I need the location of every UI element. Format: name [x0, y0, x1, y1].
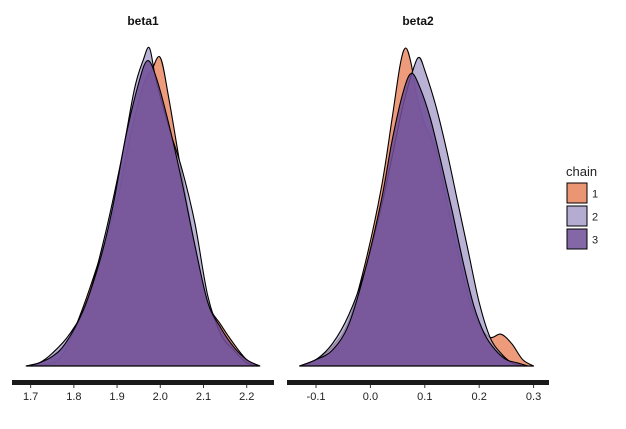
legend-swatch-chain-1 — [566, 182, 588, 204]
legend-swatch-chain-2 — [566, 205, 588, 227]
x-axis-line — [287, 380, 549, 385]
density-area-chain-3 — [299, 72, 529, 367]
legend: chain 1 2 3 — [566, 164, 598, 250]
x-tick-label: 1.8 — [66, 391, 81, 403]
legend-label-chain-3: 3 — [592, 235, 598, 247]
x-tick-label: 0.0 — [363, 391, 378, 403]
legend-title: chain — [566, 164, 597, 179]
x-tick-label: 2.0 — [153, 391, 168, 403]
x-tick-label: -0.1 — [307, 391, 326, 403]
legend-label-chain-2: 2 — [592, 212, 598, 224]
x-tick-label: 1.7 — [23, 391, 38, 403]
x-tick-label: 0.1 — [417, 391, 432, 403]
density-area-chain-3 — [25, 60, 261, 367]
legend-swatch-chain-3 — [566, 228, 588, 250]
panel-beta1: beta1 1.7 1.8 1.9 2.0 2.1 2.2 — [12, 14, 274, 403]
x-tick-label: 0.2 — [472, 391, 487, 403]
x-axis-line — [12, 380, 274, 385]
legend-label-chain-1: 1 — [592, 189, 598, 201]
x-tick-label: 2.2 — [239, 391, 254, 403]
facet-title: beta2 — [402, 14, 434, 28]
x-tick-label: 0.3 — [526, 391, 541, 403]
facet-title: beta1 — [127, 14, 159, 28]
x-tick-label: 2.1 — [196, 391, 211, 403]
x-tick-label: 1.9 — [109, 391, 124, 403]
panel-beta2: beta2 -0.1 0.0 0.1 0.2 0.3 — [287, 14, 549, 403]
